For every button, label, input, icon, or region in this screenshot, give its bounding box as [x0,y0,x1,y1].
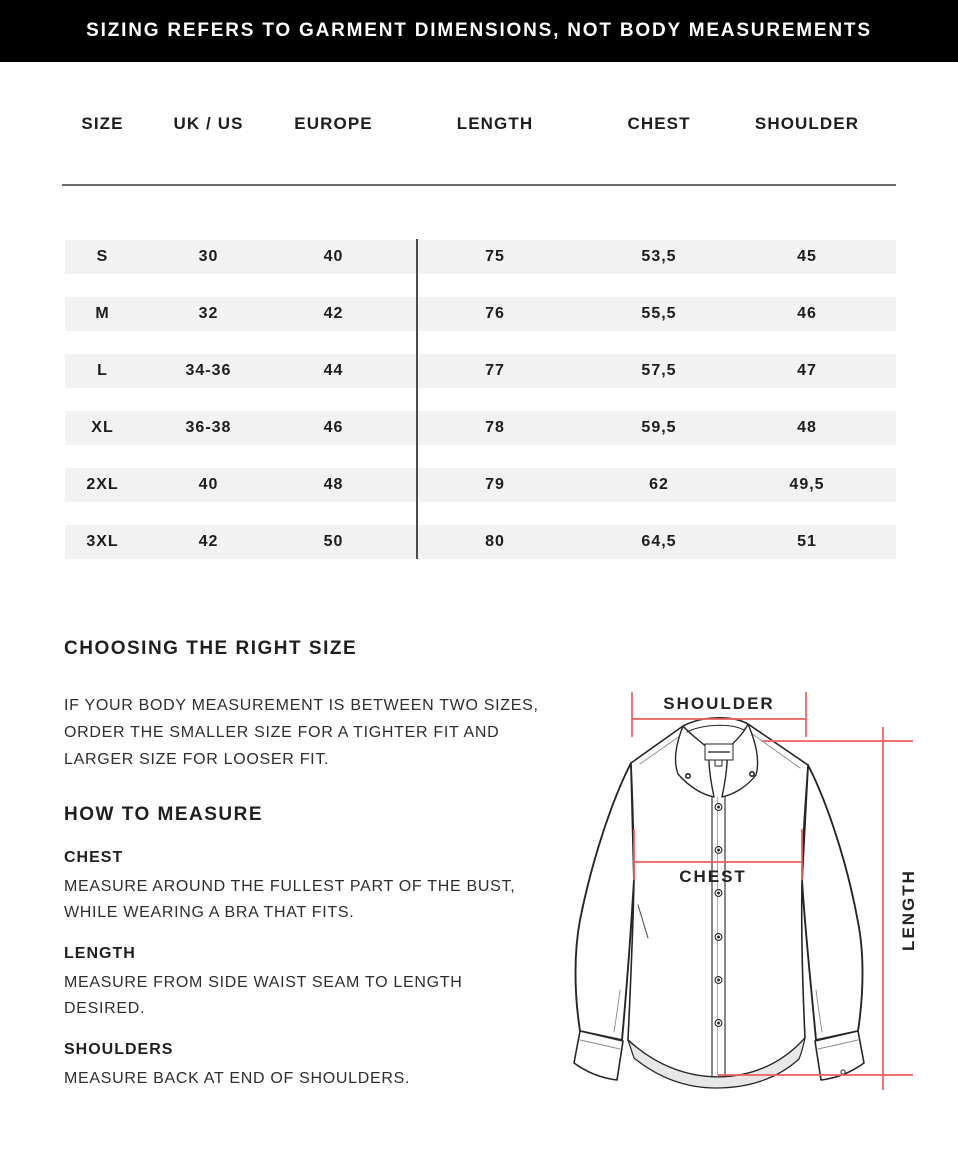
cell-europe: 46 [323,419,344,436]
chest-label: CHEST [679,867,747,886]
measure-text-length: MEASURE FROM SIDE WAIST SEAM TO LENGTH D… [64,974,463,1017]
size-table-body: S 30 40 75 53,5 45 M 32 42 76 55,5 46 L … [65,240,896,582]
cell-size: 3XL [86,533,119,550]
cell-shoulder: 46 [797,305,817,322]
cell-length: 77 [485,362,505,379]
col-header-shoulder: SHOULDER [754,114,860,133]
table-row-2xl: 2XL 40 48 79 62 49,5 [65,468,896,502]
cell-europe: 42 [323,305,344,322]
choosing-size-title: CHOOSING THE RIGHT SIZE [64,638,358,659]
col-header-size: SIZE [81,114,124,133]
measure-section-length: LENGTH MEASURE FROM SIDE WAIST SEAM TO L… [64,945,584,1022]
collar-tag-loop [714,759,723,767]
cell-length: 80 [485,533,505,550]
cell-europe: 50 [323,533,344,550]
cell-size: S [96,248,109,265]
col-header-uk-us: UK / US [173,114,244,133]
measure-text-shoulders: MEASURE BACK AT END OF SHOULDERS. [64,1070,411,1087]
shoulder-label: SHOULDER [663,694,774,713]
right-sleeve [801,764,864,1041]
cell-europe: 44 [323,362,344,379]
cell-size: 2XL [86,476,119,493]
cell-chest: 64,5 [641,533,677,550]
table-column-separator [416,239,418,559]
sizing-disclaimer-text: SIZING REFERS TO GARMENT DIMENSIONS, NOT… [86,20,872,41]
measure-section-chest: CHEST MEASURE AROUND THE FULLEST PART OF… [64,849,584,926]
right-collar-button [748,770,755,777]
table-row-s: S 30 40 75 53,5 45 [65,240,896,274]
left-cuff [573,1030,624,1081]
cell-uk-us: 36-38 [185,419,232,436]
length-label: LENGTH [899,869,918,951]
cell-length: 76 [485,305,505,322]
table-row-l: L 34-36 44 77 57,5 47 [65,354,896,388]
collar-right-flap [721,723,759,798]
cell-shoulder: 47 [797,362,817,379]
cell-length: 78 [485,419,505,436]
size-table-header: SIZE UK / US EUROPE LENGTH CHEST SHOULDE… [65,112,896,136]
col-header-length: LENGTH [456,114,534,133]
left-sleeve [574,762,635,1041]
left-cuff-seam [579,1039,621,1050]
table-top-rule [62,184,896,186]
cell-shoulder: 45 [797,248,817,265]
cell-chest: 57,5 [641,362,677,379]
col-header-europe: EUROPE [294,114,373,133]
cell-uk-us: 32 [198,305,219,322]
cell-shoulder: 48 [797,419,817,436]
shirt-measurement-diagram: SHOULDER CHEST LENGTH [573,692,918,1090]
how-to-measure-title: HOW TO MEASURE [64,804,264,825]
table-row-3xl: 3XL 42 50 80 64,5 51 [65,525,896,559]
button-row [714,803,723,1027]
cell-uk-us: 30 [198,248,219,265]
cell-size: XL [91,419,114,436]
measure-text-chest: MEASURE AROUND THE FULLEST PART OF THE B… [64,878,516,921]
right-sleeve-crease [815,989,823,1033]
cell-uk-us: 34-36 [185,362,232,379]
left-fold-line [637,904,649,939]
left-sleeve-crease [613,989,621,1033]
left-collar-button [684,772,691,779]
collar-band-line [686,724,745,733]
cell-europe: 40 [323,248,344,265]
col-header-chest: CHEST [627,114,691,133]
measurement-lines [631,692,913,1090]
right-cuff-button [840,1069,846,1075]
right-shoulder-seam [743,727,801,769]
shirt-illustration [573,717,865,1089]
choosing-size-paragraph: IF YOUR BODY MEASUREMENT IS BETWEEN TWO … [64,697,539,768]
table-row-xl: XL 36-38 46 78 59,5 48 [65,411,896,445]
cell-chest: 53,5 [641,248,677,265]
cell-size: L [97,362,108,379]
measure-label-chest: CHEST [64,849,124,866]
cell-chest: 55,5 [641,305,677,322]
table-row-m: M 32 42 76 55,5 46 [65,297,896,331]
cell-chest: 59,5 [641,419,677,436]
cell-shoulder: 51 [797,533,817,550]
cell-size: M [95,305,110,322]
measure-label-shoulders: SHOULDERS [64,1041,174,1058]
sizing-disclaimer-banner: SIZING REFERS TO GARMENT DIMENSIONS, NOT… [0,0,958,62]
cell-shoulder: 49,5 [789,476,825,493]
measure-label-length: LENGTH [64,945,136,962]
right-cuff-seam [817,1039,859,1050]
cell-length: 75 [485,248,505,265]
measure-section-shoulders: SHOULDERS MEASURE BACK AT END OF SHOULDE… [64,1041,584,1092]
collar-left-flap [674,725,715,798]
cell-length: 79 [485,476,505,493]
cell-europe: 48 [323,476,344,493]
cell-uk-us: 42 [198,533,219,550]
cell-uk-us: 40 [198,476,219,493]
cell-chest: 62 [649,476,669,493]
